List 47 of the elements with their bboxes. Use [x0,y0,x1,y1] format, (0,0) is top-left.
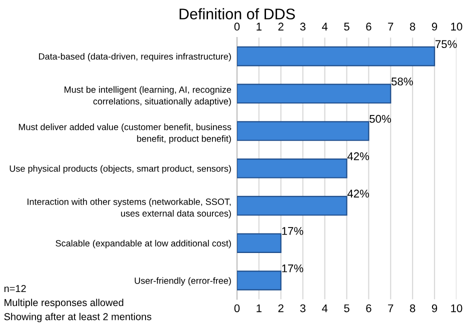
annotation: 42% [347,190,370,198]
annotation: 17% [282,227,304,235]
text: n=12 [4,285,26,292]
y-tick-label: Must deliver added value (customer benefit, business benefit, product benefit) [18,124,232,144]
annotation: 42% [347,152,370,160]
annotation: 75% [436,40,457,48]
annotation: 17% [282,264,304,272]
x-tick-label: 2 [278,304,284,312]
y-tick-label: Must be intelligent (learning, AI, recognize correlations, situationally adaptive) [64,86,232,106]
x2-tick-label: 8 [410,22,416,31]
x-tick-label: 6 [366,304,372,312]
x2-tick-label: 9 [432,22,438,31]
bar [237,196,348,216]
y-tick-label: Use physical products (objects, smart product, sensors) [10,165,231,174]
y-tick-label: Scalable (expandable at low additional cost) [56,240,231,248]
x-tick-label: 10 [451,304,462,312]
annotation: 58% [392,78,413,86]
y-tick-label: Data-based (data-driven, requires infrastructure) [39,53,231,62]
x2-tick-label: 6 [366,22,372,31]
annotation: 50% [370,114,391,123]
x-tick-label: 3 [300,304,306,312]
x-tick-label: 4 [322,304,328,312]
text: Multiple responses allowed [4,298,124,308]
bar [237,233,282,254]
y-tick-label: Interaction with other systems (networkable, SSOT, uses external data sources) [28,198,231,218]
x2-tick-label: 3 [300,22,306,31]
x2-tick-label: 2 [278,22,284,30]
x2-tick-label: 10 [451,22,462,31]
y-tick-label: User-friendly (error-free) [134,277,231,286]
x2-tick-label: 4 [322,22,328,30]
bar [237,158,348,178]
chart-title: Definition of DDS [180,8,295,20]
x2-tick-label: 5 [344,22,350,31]
x-tick-label: 8 [410,304,416,312]
x2-tick-label: 0 [234,22,240,31]
bar [237,121,370,141]
x-tick-label: 5 [344,304,350,312]
x-tick-label: 9 [432,304,438,312]
x-tick-label: 0 [234,304,240,312]
bar [237,270,282,290]
x-tick-label: 7 [388,304,394,312]
text: Showing after at least 2 mentions [4,312,152,322]
bar [237,46,436,66]
bar [237,84,392,104]
x2-tick-label: 7 [388,22,394,30]
x-tick-label: 1 [256,304,262,312]
x2-tick-label: 1 [256,22,262,30]
